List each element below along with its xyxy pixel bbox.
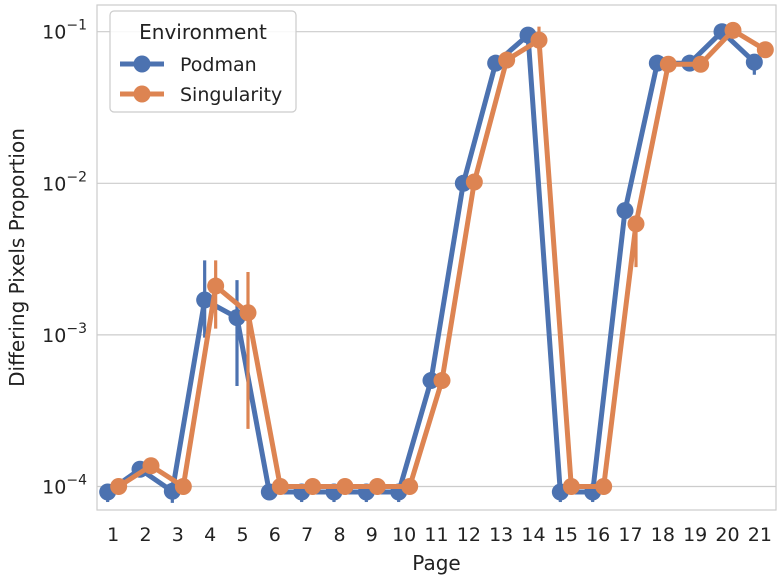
x-tick-label: 12 <box>457 524 481 546</box>
legend-label: Podman <box>180 54 257 76</box>
x-tick-label: 11 <box>424 524 448 546</box>
data-point <box>196 291 214 309</box>
series-layer <box>99 21 774 503</box>
x-tick-label: 7 <box>301 524 313 546</box>
data-point <box>627 215 645 233</box>
y-tick-exponent: −4 <box>66 473 87 489</box>
y-tick-base: 10 <box>42 325 66 347</box>
x-tick-label: 17 <box>618 524 642 546</box>
data-point <box>530 31 548 49</box>
data-point <box>562 478 580 496</box>
x-tick-label: 4 <box>204 524 216 546</box>
x-tick-label: 10 <box>392 524 416 546</box>
data-point <box>401 478 419 496</box>
data-point <box>368 478 386 496</box>
data-point <box>724 21 742 39</box>
data-point <box>304 478 322 496</box>
legend-box <box>109 10 297 113</box>
data-point <box>465 173 483 191</box>
data-point <box>239 304 257 322</box>
y-tick-label: 10−2 <box>42 169 87 195</box>
y-tick-base: 10 <box>42 477 66 499</box>
x-tick-label: 9 <box>366 524 378 546</box>
data-point <box>174 478 192 496</box>
x-tick-label: 14 <box>521 524 545 546</box>
legend-title: Environment <box>139 20 267 44</box>
data-point <box>110 478 128 496</box>
x-tick-label: 2 <box>139 524 151 546</box>
data-point <box>745 53 763 71</box>
x-axis-label: Page <box>412 551 460 575</box>
legend-label: Singularity <box>180 84 282 106</box>
x-tick-label: 13 <box>489 524 513 546</box>
y-axis-label: Differing Pixels Proportion <box>5 128 29 387</box>
x-tick-label: 18 <box>651 524 675 546</box>
legend-entry-podman: Podman <box>120 54 257 76</box>
data-point <box>207 277 225 295</box>
x-tick-label: 21 <box>748 524 772 546</box>
data-point <box>498 51 516 69</box>
data-point <box>142 457 160 475</box>
data-point <box>271 478 289 496</box>
y-tick-label: 10−3 <box>42 321 87 347</box>
data-point <box>595 478 613 496</box>
y-tick-base: 10 <box>42 22 66 44</box>
y-tick-labels: 10−410−310−210−1 <box>42 18 87 499</box>
x-tick-label: 1 <box>107 524 119 546</box>
y-tick-base: 10 <box>42 173 66 195</box>
data-point <box>756 41 774 59</box>
data-point <box>336 478 354 496</box>
x-tick-label: 15 <box>554 524 578 546</box>
x-tick-label: 5 <box>236 524 248 546</box>
y-tick-label: 10−4 <box>42 473 87 499</box>
x-tick-label: 19 <box>683 524 707 546</box>
x-tick-label: 6 <box>269 524 281 546</box>
x-tick-label: 3 <box>172 524 184 546</box>
data-point <box>659 55 677 73</box>
legend-entry-singularity: Singularity <box>120 84 282 106</box>
x-tick-labels: 1 2 3 4 5 6 7 8 9 10 11 12 13 14 15 16 17 18 19 20 21 <box>107 524 772 546</box>
y-tick-exponent: −2 <box>66 169 87 185</box>
x-tick-label: 20 <box>715 524 739 546</box>
y-tick-exponent: −1 <box>66 18 87 34</box>
legend-swatch-marker <box>133 85 151 103</box>
legend-swatch-marker <box>133 55 151 73</box>
x-tick-label: 16 <box>586 524 610 546</box>
y-tick-label: 10−1 <box>42 18 87 44</box>
data-point <box>692 55 710 73</box>
data-point <box>616 202 634 220</box>
x-tick-label: 8 <box>333 524 345 546</box>
plot-area-frame <box>96 4 777 511</box>
legend: Environment Podman Singularity <box>109 10 297 113</box>
y-tick-exponent: −3 <box>66 321 87 337</box>
series-singularity <box>110 21 774 496</box>
data-point <box>433 372 451 390</box>
legend-entries: Podman Singularity <box>120 54 282 106</box>
